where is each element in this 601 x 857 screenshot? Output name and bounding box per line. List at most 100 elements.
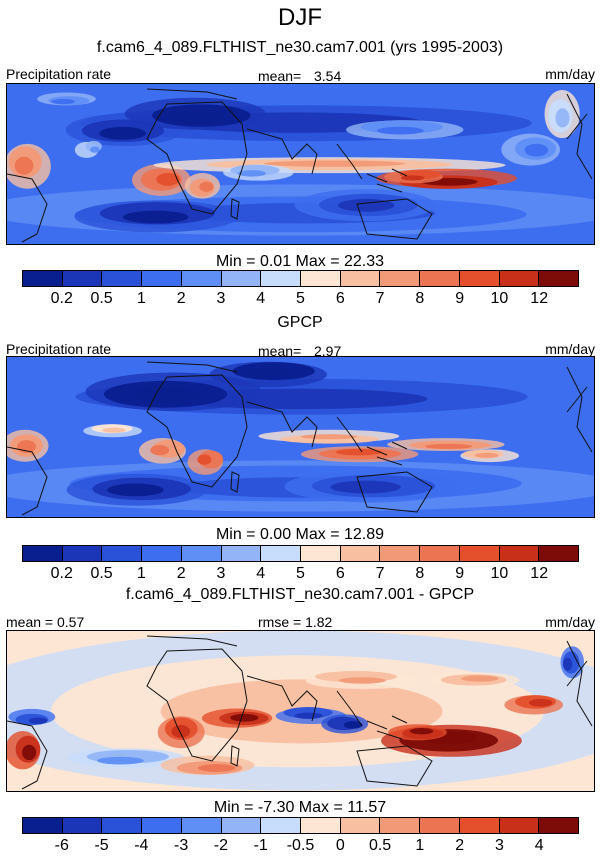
precip-contour [102, 427, 126, 433]
colorbar-swatch [380, 271, 421, 286]
precip-contour [99, 126, 147, 140]
colorbar-tick-label: 0.2 [50, 565, 73, 582]
colorbar-swatch [459, 271, 500, 286]
panel2-colorbar-ticks: 0.2 0.5 1 2 3 4 5 6 7 8 9 10 12 [22, 565, 579, 585]
colorbar-tick-label: 12 [530, 565, 549, 582]
coastline [146, 88, 238, 100]
colorbar-tick-label: 9 [455, 565, 465, 582]
coastline [230, 471, 240, 493]
colorbar-swatch [301, 546, 341, 561]
colorbar-swatch [380, 818, 421, 833]
colorbar-swatch [459, 818, 500, 833]
panel3-title: f.cam6_4_089.FLTHIST_ne30.cam7.001 - GPC… [125, 586, 475, 603]
panel2-minmax: Min = 0.00 Max = 12.89 [215, 526, 385, 543]
precip-contour [28, 717, 48, 724]
precip-contour [343, 721, 363, 729]
colorbar-tick-label: 0.5 [90, 290, 113, 307]
colorbar-swatch [23, 818, 63, 833]
coastline [146, 361, 238, 373]
colorbar-swatch [142, 271, 182, 286]
coastline [566, 93, 593, 180]
colorbar-tick-label: 10 [490, 290, 509, 307]
precip-contour [171, 724, 191, 738]
colorbar-tick-label: 6 [335, 290, 345, 307]
colorbar-tick-label: 1 [415, 837, 425, 854]
precip-contour [150, 444, 170, 456]
panel2-mean-value: 2.97 [314, 343, 342, 359]
coastline [336, 416, 408, 466]
colorbar-tick-label: 1 [136, 290, 146, 307]
panel3-minmax: Min = -7.30 Max = 11.57 [213, 799, 387, 816]
colorbar-swatch [221, 818, 262, 833]
colorbar-tick-label: 2 [176, 565, 186, 582]
colorbar-tick-label: -5 [94, 837, 109, 854]
precip-contour [330, 480, 401, 494]
colorbar-tick-label: 6 [335, 565, 345, 582]
coastline [246, 401, 318, 448]
precip-contour [400, 175, 425, 181]
panel2-mean-label: mean= [258, 343, 302, 359]
colorbar-swatch [459, 546, 500, 561]
colorbar-swatch [62, 546, 103, 561]
coastline [246, 675, 318, 722]
colorbar-tick-label: 4 [256, 290, 266, 307]
panel3-mean-label: mean = 0.57 [6, 614, 85, 630]
colorbar-swatch [142, 818, 182, 833]
colorbar-tick-label: 0 [335, 837, 345, 854]
colorbar-swatch [221, 546, 262, 561]
colorbar-tick-label: 3 [216, 565, 226, 582]
panel3-colorbar [22, 817, 579, 834]
colorbar-swatch [301, 818, 341, 833]
colorbar-swatch [221, 271, 262, 286]
colorbar-tick-label: 3 [494, 837, 504, 854]
panel1-mean-label: mean= [258, 68, 302, 84]
precip-contour [51, 98, 76, 105]
panel2-variable-label: Precipitation rate [6, 341, 112, 357]
coastline [7, 173, 48, 243]
precip-contour [197, 454, 212, 465]
panel2-units: mm/day [545, 341, 595, 357]
coastline [7, 720, 48, 790]
colorbar-swatch [539, 818, 579, 833]
precip-contour [90, 146, 100, 153]
colorbar-swatch [380, 546, 421, 561]
colorbar-tick-label: 10 [490, 565, 509, 582]
precip-contour [156, 173, 180, 186]
colorbar-tick-label: 5 [296, 565, 305, 582]
panel2-title: GPCP [277, 314, 323, 331]
colorbar-swatch [181, 546, 222, 561]
coastline [246, 128, 318, 175]
colorbar-tick-label: -3 [174, 837, 189, 854]
panel1-mean-value: 3.54 [314, 68, 342, 84]
colorbar-swatch [181, 818, 222, 833]
precip-contour [107, 483, 164, 497]
panel3-colorbar-ticks: -6 -5 -4 -3 -2 -1 -0.5 0 0.5 1 2 3 4 [22, 837, 579, 857]
colorbar-swatch [261, 546, 302, 561]
colorbar-tick-label: 8 [415, 290, 425, 307]
precip-contour [376, 126, 424, 135]
colorbar-swatch [499, 818, 540, 833]
panel1-colorbar-ticks: 0.2 0.5 1 2 3 4 5 6 7 8 9 10 12 [22, 290, 579, 310]
precip-contour [237, 170, 266, 177]
precip-contour [197, 764, 236, 772]
colorbar-swatch [261, 271, 302, 286]
coastline [146, 374, 248, 488]
precip-contour [524, 143, 549, 157]
precip-contour [555, 108, 570, 128]
coastline [336, 143, 408, 193]
precip-contour [409, 728, 434, 735]
precip-contour [199, 181, 214, 192]
colorbar-swatch [499, 546, 540, 561]
coastline [146, 635, 238, 647]
precip-contour [130, 386, 201, 402]
panel2-precip-field [7, 357, 594, 517]
colorbar-swatch [102, 818, 143, 833]
colorbar-tick-label: -4 [134, 837, 149, 854]
colorbar-swatch [539, 546, 579, 561]
coastline [356, 745, 433, 787]
colorbar-tick-label: 9 [455, 290, 465, 307]
panel1-units: mm/day [545, 66, 595, 82]
colorbar-swatch [499, 271, 540, 286]
coastline [230, 745, 240, 767]
panel1-minmax: Min = 0.01 Max = 22.33 [215, 253, 385, 270]
